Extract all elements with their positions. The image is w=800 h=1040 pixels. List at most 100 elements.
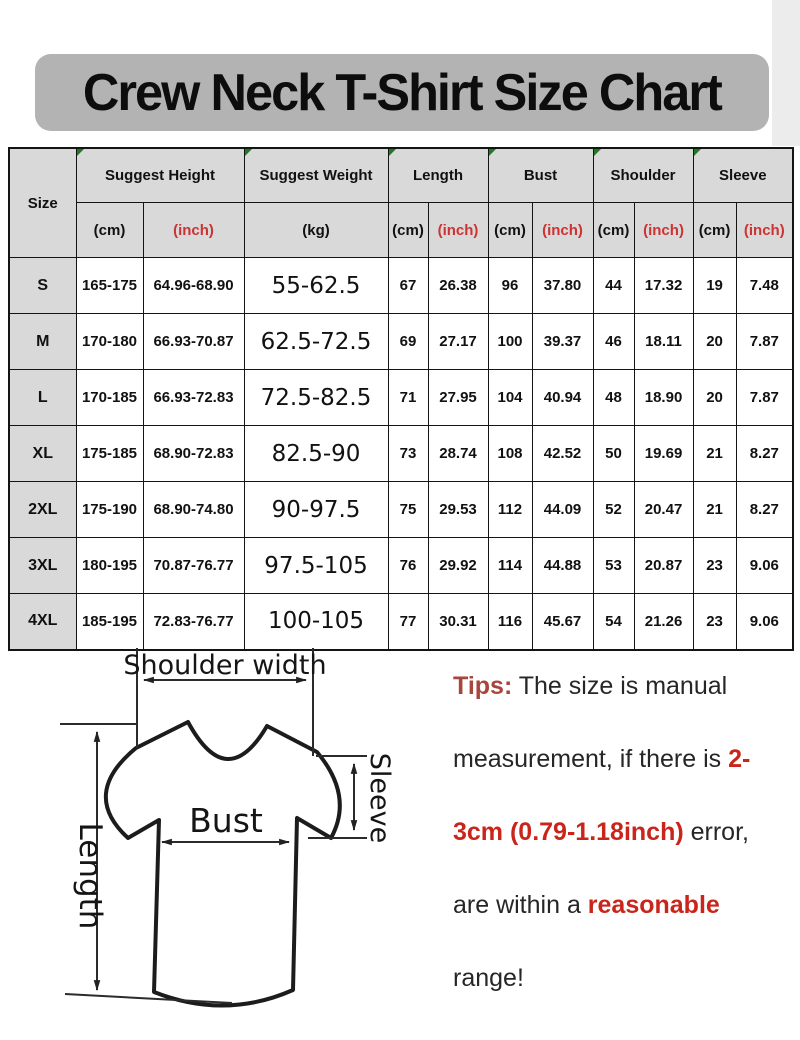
tip-line: measurement, if there is 2- xyxy=(453,723,763,796)
size-value-cell: 18.11 xyxy=(633,313,694,370)
tip-line: are within a reasonable xyxy=(453,869,763,942)
size-value-cell: 68.90-74.80 xyxy=(142,481,245,538)
size-value-cell: 76 xyxy=(387,537,429,594)
size-value-cell: 53 xyxy=(592,537,635,594)
size-value-cell: 27.95 xyxy=(427,369,489,426)
size-value-cell: 72.83-76.77 xyxy=(142,593,245,650)
size-value-cell: 45.67 xyxy=(531,593,594,650)
size-value-cell: 100 xyxy=(487,313,533,370)
unit-header-inch: (inch) xyxy=(142,202,245,258)
size-value-cell: 46 xyxy=(592,313,635,370)
col-header-suggest-height: Suggest Height xyxy=(75,147,245,203)
size-value-cell: 67 xyxy=(387,257,429,314)
size-value-cell: 175-190 xyxy=(75,481,144,538)
size-value-cell: 23 xyxy=(692,537,737,594)
size-table-body: S 165-175 64.96-68.90 55-62.5 67 26.38 96 37.80… xyxy=(8,257,794,650)
sleeve-label: Sleeve xyxy=(364,753,395,843)
length-guides xyxy=(60,723,233,1004)
unit-header-cm: (cm) xyxy=(487,202,533,258)
shoulder-width-guides xyxy=(136,648,314,756)
size-label: XL xyxy=(8,425,77,482)
size-value-cell: 29.53 xyxy=(427,481,489,538)
size-value-cell: 8.27 xyxy=(735,425,794,482)
size-value-cell: 20 xyxy=(692,313,737,370)
tip-text: range! xyxy=(453,964,524,992)
size-value-cell: 55-62.5 xyxy=(243,257,389,314)
col-header-size: Size xyxy=(8,147,77,258)
unit-header-inch: (inch) xyxy=(633,202,694,258)
bust-label: Bust xyxy=(189,801,263,840)
size-value-cell: 96 xyxy=(487,257,533,314)
size-value-cell: 42.52 xyxy=(531,425,594,482)
size-value-cell: 71 xyxy=(387,369,429,426)
size-value-cell: 29.92 xyxy=(427,537,489,594)
col-header-shoulder: Shoulder xyxy=(592,147,694,203)
size-label: 4XL xyxy=(8,593,77,650)
size-value-cell: 48 xyxy=(592,369,635,426)
size-value-cell: 66.93-72.83 xyxy=(142,369,245,426)
size-value-cell: 9.06 xyxy=(735,593,794,650)
size-chart-table-wrap: Size Suggest Height Suggest Weight Lengt… xyxy=(8,147,795,651)
size-value-cell: 70.87-76.77 xyxy=(142,537,245,594)
size-value-cell: 19 xyxy=(692,257,737,314)
size-value-cell: 7.48 xyxy=(735,257,794,314)
size-value-cell: 112 xyxy=(487,481,533,538)
page-title: Crew Neck T-Shirt Size Chart xyxy=(82,63,723,122)
size-value-cell: 9.06 xyxy=(735,537,794,594)
size-value-cell: 7.87 xyxy=(735,313,794,370)
tip-highlight: reasonable xyxy=(587,891,720,919)
size-value-cell: 90-97.5 xyxy=(243,481,389,538)
tip-highlight: 3cm (0.79-1.18inch) xyxy=(453,818,684,846)
size-value-cell: 170-185 xyxy=(75,369,144,426)
unit-header-kg: (kg) xyxy=(243,202,389,258)
size-value-cell: 72.5-82.5 xyxy=(243,369,389,426)
tip-text: The size is manual xyxy=(512,672,728,700)
size-value-cell: 20.47 xyxy=(633,481,694,538)
size-value-cell: 21 xyxy=(692,481,737,538)
size-value-cell: 69 xyxy=(387,313,429,370)
size-chart-table: Size Suggest Height Suggest Weight Lengt… xyxy=(8,147,795,651)
size-value-cell: 50 xyxy=(592,425,635,482)
unit-header-inch: (inch) xyxy=(531,202,594,258)
tip-text: are within a xyxy=(453,891,588,919)
tshirt-measurement-diagram: Shoulder width Bust Sleeve Length xyxy=(60,648,395,1008)
size-label: L xyxy=(8,369,77,426)
size-value-cell: 165-175 xyxy=(75,257,144,314)
size-label: M xyxy=(8,313,77,370)
table-row: M 170-180 66.93-70.87 62.5-72.5 69 27.17 100 39… xyxy=(8,313,794,370)
tip-line: Tips: The size is manual xyxy=(453,650,763,723)
length-label: Length xyxy=(72,823,108,930)
size-value-cell: 28.74 xyxy=(427,425,489,482)
size-value-cell: 104 xyxy=(487,369,533,426)
size-value-cell: 170-180 xyxy=(75,313,144,370)
size-value-cell: 18.90 xyxy=(633,369,694,426)
size-value-cell: 44.09 xyxy=(531,481,594,538)
table-row: S 165-175 64.96-68.90 55-62.5 67 26.38 96 37.80… xyxy=(8,257,794,314)
size-value-cell: 97.5-105 xyxy=(243,537,389,594)
size-value-cell: 62.5-72.5 xyxy=(243,313,389,370)
size-value-cell: 21 xyxy=(692,425,737,482)
size-value-cell: 44 xyxy=(592,257,635,314)
size-value-cell: 17.32 xyxy=(633,257,694,314)
tip-line: range! xyxy=(453,942,763,1015)
shoulder-width-label: Shoulder width xyxy=(123,650,326,681)
size-value-cell: 116 xyxy=(487,593,533,650)
size-value-cell: 20 xyxy=(692,369,737,426)
table-row: 3XL 180-195 70.87-76.77 97.5-105 76 29.92 114 4… xyxy=(8,537,794,594)
sleeve-guides xyxy=(308,755,367,839)
table-row: L 170-185 66.93-72.83 72.5-82.5 71 27.95 104 40… xyxy=(8,369,794,426)
tip-line: 3cm (0.79-1.18inch) error, xyxy=(453,796,763,869)
size-label: 2XL xyxy=(8,481,77,538)
size-label: 3XL xyxy=(8,537,77,594)
size-value-cell: 108 xyxy=(487,425,533,482)
size-value-cell: 82.5-90 xyxy=(243,425,389,482)
size-label: S xyxy=(8,257,77,314)
col-header-length: Length xyxy=(387,147,489,203)
tshirt-outline-icon xyxy=(104,720,342,1008)
size-value-cell: 66.93-70.87 xyxy=(142,313,245,370)
table-row: XL 175-185 68.90-72.83 82.5-90 73 28.74 108 42.… xyxy=(8,425,794,482)
size-value-cell: 75 xyxy=(387,481,429,538)
background-strip xyxy=(772,0,800,146)
tip-text: error, xyxy=(683,818,749,846)
title-banner: Crew Neck T-Shirt Size Chart xyxy=(35,54,769,131)
